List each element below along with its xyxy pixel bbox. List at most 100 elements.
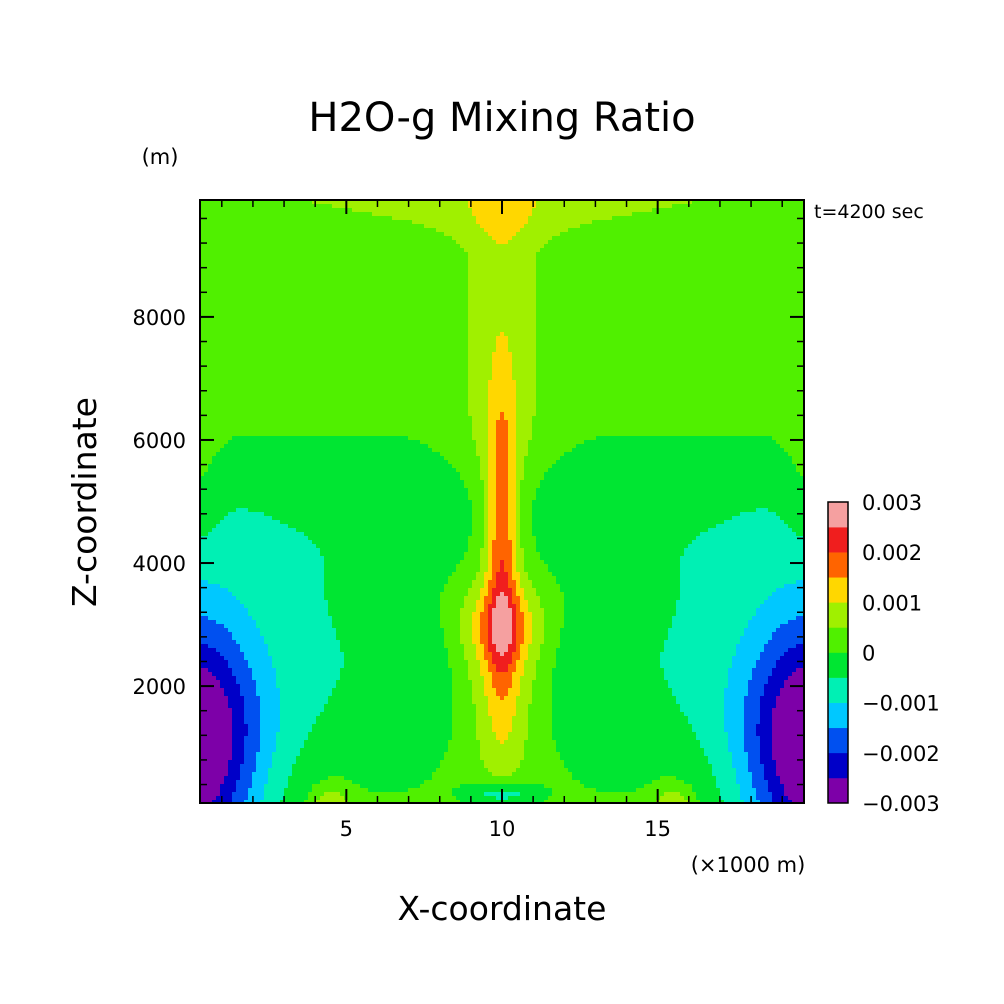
contour-cell xyxy=(508,428,517,433)
contour-cell xyxy=(476,724,493,729)
contour-cell xyxy=(480,752,525,757)
contour-cell xyxy=(464,552,481,557)
contour-cell xyxy=(480,468,489,473)
contour-cell xyxy=(200,416,473,421)
contour-cell xyxy=(556,580,681,585)
contour-cell xyxy=(512,360,537,365)
contour-cell xyxy=(520,648,529,653)
contour-cell xyxy=(508,452,517,457)
contour-cell xyxy=(524,224,581,229)
contour-cell xyxy=(200,752,233,757)
contour-cell xyxy=(552,708,681,713)
contour-cell xyxy=(752,772,765,777)
contour-cell xyxy=(200,240,457,245)
contour-cell xyxy=(536,304,804,309)
contour-cell xyxy=(536,288,804,293)
contour-cell xyxy=(200,580,209,585)
contour-cell xyxy=(240,776,253,781)
contour-cell xyxy=(512,352,537,357)
contour-cell xyxy=(276,668,341,673)
contour-cell xyxy=(468,404,489,409)
contour-cell xyxy=(452,696,473,701)
contour-cell xyxy=(488,232,517,237)
contour-cell xyxy=(472,640,481,645)
contour-cell xyxy=(492,628,513,633)
contour-cell xyxy=(536,548,685,553)
contour-cell xyxy=(552,684,669,689)
contour-cell xyxy=(760,604,804,609)
contour-cell xyxy=(496,516,509,521)
contour-cell xyxy=(304,744,449,749)
contour-cell xyxy=(472,620,481,625)
contour-cell xyxy=(764,772,777,777)
contour-cell xyxy=(200,744,233,749)
contour-cell xyxy=(324,568,457,573)
contour-cell xyxy=(524,660,537,665)
contour-cell xyxy=(488,456,497,461)
contour-cell xyxy=(232,592,325,597)
contour-cell xyxy=(324,588,445,593)
contour-cell xyxy=(796,616,804,621)
contour-cell xyxy=(700,532,797,537)
contour-cell xyxy=(200,252,469,257)
contour-cell xyxy=(756,660,777,665)
contour-cell xyxy=(524,632,533,637)
contour-cell xyxy=(756,724,773,729)
contour-cell xyxy=(488,492,497,497)
contour-cell xyxy=(520,596,525,601)
contour-cell xyxy=(468,340,497,345)
contour-cell xyxy=(228,660,249,665)
contour-cell xyxy=(228,700,245,705)
contour-cell xyxy=(512,548,517,553)
contour-cell xyxy=(536,492,804,497)
contour-cell xyxy=(276,732,309,737)
contour-cell xyxy=(524,672,537,677)
contour-cell xyxy=(200,732,233,737)
contour-cell xyxy=(468,396,489,401)
contour-cell xyxy=(200,328,469,333)
contour-cell xyxy=(200,548,321,553)
contour-cell xyxy=(520,536,537,541)
contour-cell xyxy=(728,684,749,689)
contour-cell xyxy=(488,584,497,589)
contour-cell xyxy=(488,404,517,409)
contour-cell xyxy=(528,448,573,453)
contour-cell xyxy=(552,736,697,741)
contour-cell xyxy=(200,464,209,469)
contour-cell xyxy=(224,688,241,693)
contour-cell xyxy=(408,788,453,793)
contour-cell xyxy=(516,380,537,385)
contour-cell xyxy=(528,712,553,717)
contour-cell xyxy=(468,268,537,273)
contour-cell xyxy=(240,692,257,697)
contour-cell xyxy=(516,540,521,545)
contour-cell xyxy=(544,784,585,789)
contour-cell xyxy=(480,224,525,229)
contour-cell xyxy=(200,644,209,649)
contour-cell xyxy=(480,592,489,597)
contour-cell xyxy=(512,612,517,617)
contour-cell xyxy=(492,632,513,637)
contour-cell xyxy=(292,768,437,773)
contour-cell xyxy=(516,632,525,637)
contour-cell xyxy=(748,684,765,689)
contour-cell xyxy=(324,556,465,561)
contour-cell xyxy=(200,472,205,477)
contour-cell xyxy=(232,632,261,637)
contour-cell xyxy=(520,656,529,661)
contour-cell xyxy=(536,496,804,501)
contour-cell xyxy=(528,728,553,733)
contour-cell xyxy=(576,444,781,449)
contour-cell xyxy=(240,764,257,769)
contour-cell xyxy=(664,676,729,681)
contour-cell xyxy=(496,512,509,517)
contour-cell xyxy=(512,680,521,685)
contour-cell xyxy=(536,292,804,297)
contour-cell xyxy=(476,440,489,445)
contour-cell xyxy=(492,596,497,601)
contour-cell xyxy=(732,516,781,521)
contour-cell xyxy=(508,476,517,481)
contour-cell xyxy=(468,368,493,373)
contour-cell xyxy=(244,708,261,713)
